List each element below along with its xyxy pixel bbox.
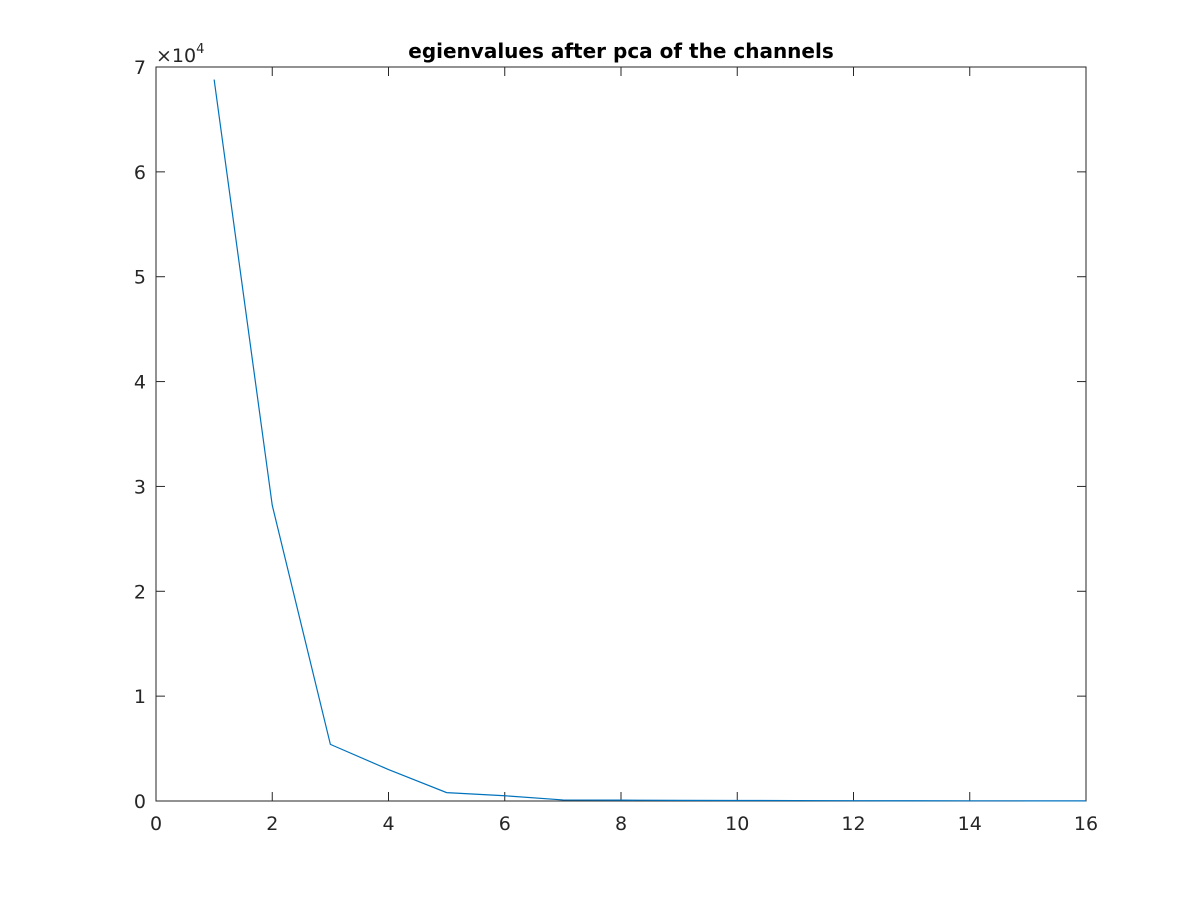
y-tick-label: 7	[134, 57, 146, 79]
x-tick-label: 10	[725, 813, 749, 835]
y-tick-label: 3	[134, 476, 146, 498]
y-axis-multiplier-base: ×10	[156, 45, 196, 67]
x-tick-label: 14	[958, 813, 982, 835]
x-tick-label: 2	[266, 813, 278, 835]
y-tick-label: 2	[134, 581, 146, 603]
x-tick-label: 4	[382, 813, 394, 835]
y-tick-label: 6	[134, 162, 146, 184]
x-tick-label: 16	[1074, 813, 1098, 835]
chart-title: egienvalues after pca of the channels	[408, 39, 834, 63]
x-tick-label: 6	[499, 813, 511, 835]
y-axis: 0 1 2 3 4 5 6 7	[134, 57, 1086, 813]
y-axis-multiplier: ×104	[156, 42, 204, 67]
y-tick-label: 4	[134, 372, 146, 394]
y-tick-label: 5	[134, 267, 146, 289]
x-tick-label: 12	[841, 813, 865, 835]
y-tick-label: 0	[134, 791, 146, 813]
y-tick-label: 1	[134, 686, 146, 708]
plot-area	[155, 66, 1087, 802]
series-layer	[213, 79, 1087, 802]
series-line	[213, 79, 1087, 802]
x-tick-label: 8	[615, 813, 627, 835]
x-axis: 0 2 4 6 8 10 12 14 16	[150, 67, 1098, 835]
x-tick-label: 0	[150, 813, 162, 835]
y-axis-multiplier-exponent: 4	[196, 42, 204, 57]
